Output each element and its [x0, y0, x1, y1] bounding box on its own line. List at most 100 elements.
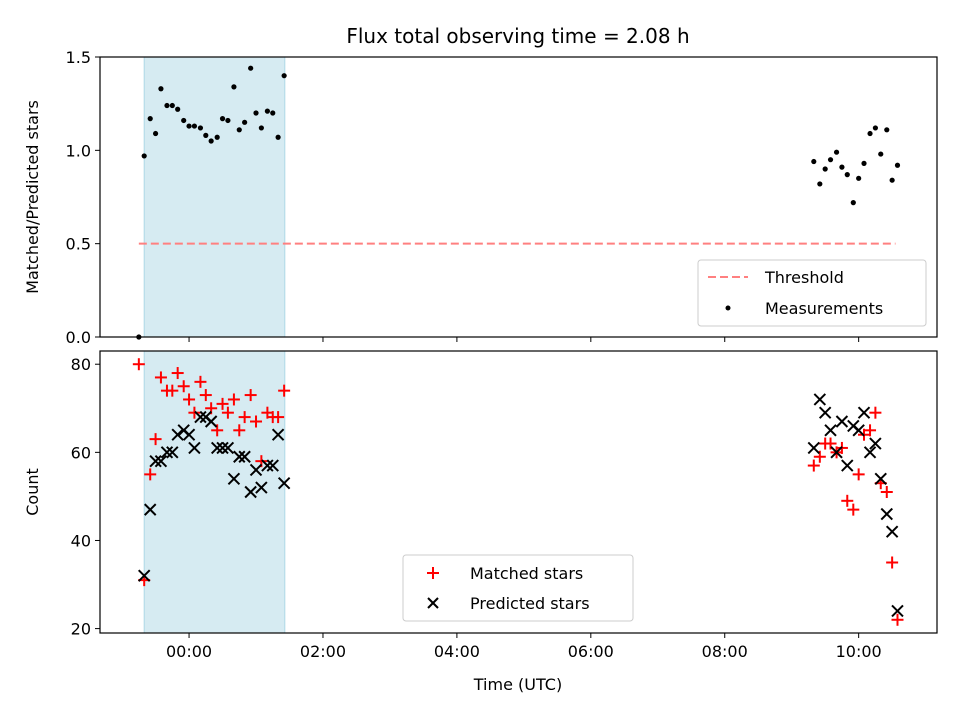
- predicted-star-point: [171, 428, 184, 441]
- measurement-point: [197, 125, 204, 131]
- matched-star-point: [886, 556, 899, 569]
- predicted-star-point: [830, 446, 843, 459]
- matched-star-point: [166, 384, 179, 397]
- measurement-point: [253, 110, 259, 116]
- measurement-point: [214, 134, 220, 140]
- matched-star-point: [216, 397, 229, 410]
- matched-star-point: [864, 424, 877, 437]
- predicted-star-point: [137, 569, 151, 582]
- legend-matched-swatch: [427, 567, 439, 579]
- predicted-star-point: [194, 410, 207, 424]
- legend-predicted-swatch: [427, 597, 439, 609]
- predicted-star-point: [188, 441, 201, 455]
- predicted-star-point: [807, 441, 821, 455]
- measurement-point: [281, 73, 287, 79]
- chart-title: Flux total observing time = 2.08 h: [346, 24, 689, 48]
- measurement-point: [872, 125, 878, 131]
- measurement-point: [175, 106, 181, 112]
- predicted-star-point: [227, 472, 241, 485]
- predicted-star-point: [210, 441, 224, 455]
- matched-star-point: [880, 486, 893, 498]
- matched-star-point: [154, 371, 167, 384]
- matched-star-point: [183, 393, 196, 406]
- measurement-point: [242, 119, 248, 125]
- x-tick-label: 02:00: [300, 642, 346, 661]
- x-tick-label: 04:00: [434, 642, 480, 661]
- matched-star-point: [199, 389, 212, 402]
- measurement-point: [219, 116, 226, 122]
- predicted-star-point: [249, 463, 263, 477]
- top-legend-box: [697, 259, 927, 327]
- measurement-point: [867, 130, 873, 137]
- y-tick-label: 80: [71, 355, 91, 374]
- y-tick-label: 60: [71, 443, 91, 462]
- predicted-star-point: [244, 485, 257, 499]
- predicted-star-point: [216, 441, 229, 455]
- measurement-point: [889, 177, 895, 183]
- matched-star-point: [132, 358, 145, 371]
- measurement-point: [275, 134, 281, 140]
- measurement-point: [861, 160, 867, 166]
- measurement-point: [236, 127, 242, 133]
- predicted-star-point: [261, 459, 274, 472]
- top-panel: 0.0 0.5 1.0 1.5 Matched/Predicted stars Thr…: [23, 48, 938, 347]
- matched-star-point: [177, 380, 190, 393]
- bottom-y-axis-label: Count: [23, 468, 42, 516]
- predicted-star-point: [857, 406, 871, 419]
- top-panel-frame: [99, 56, 938, 338]
- y-tick-label: 1.0: [66, 141, 91, 160]
- matched-star-point: [244, 389, 257, 402]
- bottom-legend-box: [402, 554, 634, 622]
- predicted-star-point: [874, 472, 887, 485]
- predicted-star-point: [271, 428, 285, 441]
- matched-star-point: [891, 613, 904, 626]
- measurement-point: [191, 123, 198, 129]
- matched-star-point: [238, 411, 251, 424]
- predicted-star-point: [869, 437, 882, 450]
- y-tick-label: 40: [71, 531, 91, 550]
- bottom-panel-frame: [99, 350, 938, 634]
- y-tick-label: 0.0: [66, 328, 91, 347]
- predicted-star-point: [885, 525, 899, 538]
- measurement-point: [203, 132, 209, 138]
- legend-measurements-label: Measurements: [765, 299, 883, 318]
- matched-star-point: [194, 375, 207, 388]
- x-tick-label: 08:00: [702, 642, 748, 661]
- predicted-star-point: [852, 424, 865, 437]
- x-tick-label: 06:00: [568, 642, 614, 661]
- predicted-star-point: [204, 415, 218, 428]
- measurement-point: [839, 164, 845, 170]
- matched-star-point: [188, 406, 201, 419]
- predicted-star-point: [160, 446, 174, 459]
- y-tick-label: 0.5: [66, 235, 91, 254]
- measurement-point: [208, 138, 214, 144]
- measurement-point: [258, 125, 264, 131]
- matched-star-point: [149, 433, 162, 446]
- measurement-point: [181, 117, 187, 124]
- measurement-point: [152, 130, 159, 137]
- measurement-point: [186, 123, 192, 129]
- predicted-star-point: [221, 441, 235, 455]
- predicted-star-point: [233, 450, 246, 463]
- matched-star-point: [841, 494, 854, 507]
- predicted-star-point: [182, 428, 196, 441]
- legend-measurements-swatch: [725, 305, 731, 311]
- matched-star-point: [852, 468, 865, 481]
- predicted-star-point: [813, 393, 827, 406]
- legend-matched-label: Matched stars: [470, 564, 583, 583]
- predicted-star-point: [841, 459, 854, 472]
- predicted-star-point: [880, 507, 893, 521]
- bottom-panel: 00:00 02:00 04:00 06:00 08:00 10:00 20 40 60 80 C…: [23, 350, 938, 694]
- matched-star-point: [807, 459, 820, 472]
- x-axis-label: Time (UTC): [473, 675, 562, 694]
- measurement-point: [817, 181, 823, 187]
- measurement-point: [878, 151, 884, 157]
- matched-star-point: [847, 503, 860, 516]
- predicted-star-point: [824, 424, 837, 437]
- measurement-point: [833, 149, 840, 155]
- measurement-point: [164, 102, 170, 109]
- measurement-point: [169, 102, 175, 109]
- measurement-point: [270, 110, 276, 116]
- bottom-shaded-span: [143, 350, 286, 634]
- legend-threshold-label: Threshold: [764, 268, 844, 287]
